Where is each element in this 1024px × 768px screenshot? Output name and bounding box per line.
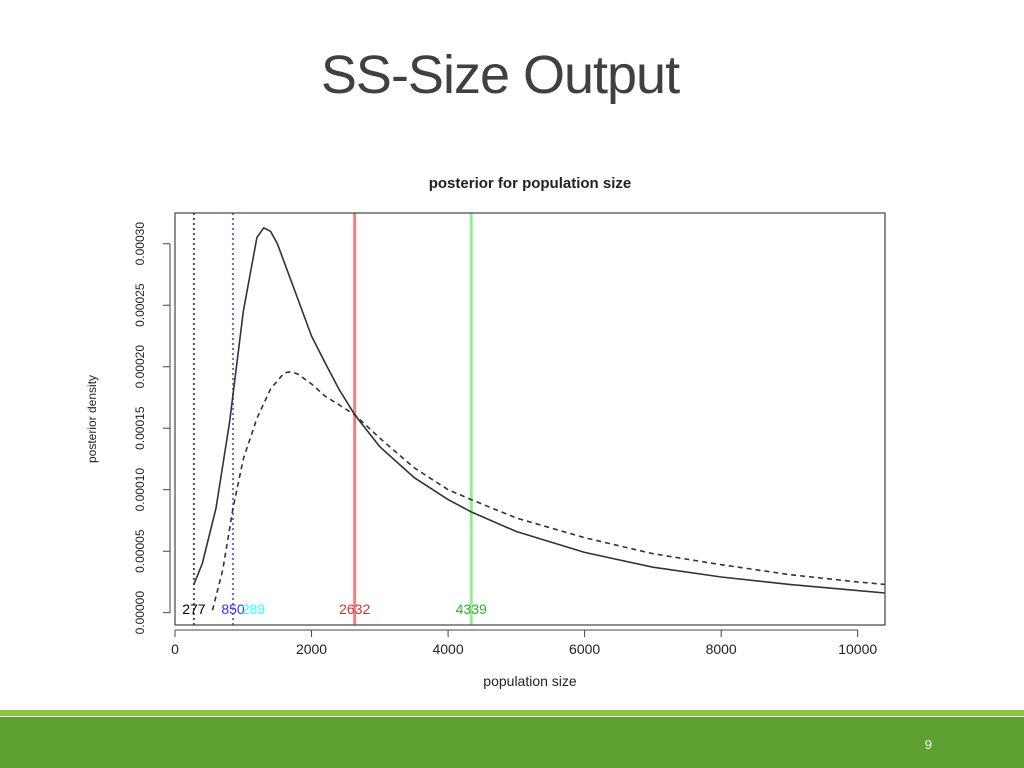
y-tick-label: 0.00025: [133, 283, 147, 327]
chart-title: posterior for population size: [429, 175, 632, 192]
footer-bar: 9: [0, 717, 1024, 768]
y-axis: 0.00000 0.00005 0.00010 0.00015 0.00020 0.000…: [133, 222, 171, 635]
x-tick-label: 4000: [432, 641, 463, 657]
x-tick-label: 10000: [838, 641, 877, 657]
x-tick-label: 6000: [569, 641, 600, 657]
annotation-label-4339: 4339: [456, 601, 487, 617]
annotation-label-850: 850: [221, 601, 245, 617]
slide-title: SS-Size Output: [320, 45, 680, 105]
y-tick-label: 0.00015: [133, 406, 147, 450]
x-axis-label: population size: [483, 673, 577, 689]
y-tick-label: 0.00000: [133, 591, 147, 635]
x-tick-label: 2000: [296, 641, 327, 657]
page-number: 9: [924, 737, 932, 752]
y-axis-label: posterior density: [85, 375, 99, 463]
y-tick-label: 0.00010: [133, 468, 147, 512]
density-curve-solid: [193, 227, 886, 594]
y-tick-label: 0.00020: [133, 345, 147, 389]
x-tick-label: 8000: [706, 641, 737, 657]
annotation-label-289: 289: [242, 601, 266, 617]
density-curve-dashed: [211, 370, 886, 611]
y-tick-label: 0.00005: [133, 529, 147, 573]
annotation-label-2632: 2632: [339, 601, 370, 617]
plot-frame: [174, 212, 886, 626]
footer-accent-line: [0, 710, 1024, 716]
x-tick-label: 0: [171, 641, 179, 657]
y-tick-label: 0.00030: [133, 222, 147, 266]
x-axis: 0 2000 4000 6000 8000 10000: [171, 629, 877, 657]
annotation-label-277: 277: [182, 601, 206, 617]
